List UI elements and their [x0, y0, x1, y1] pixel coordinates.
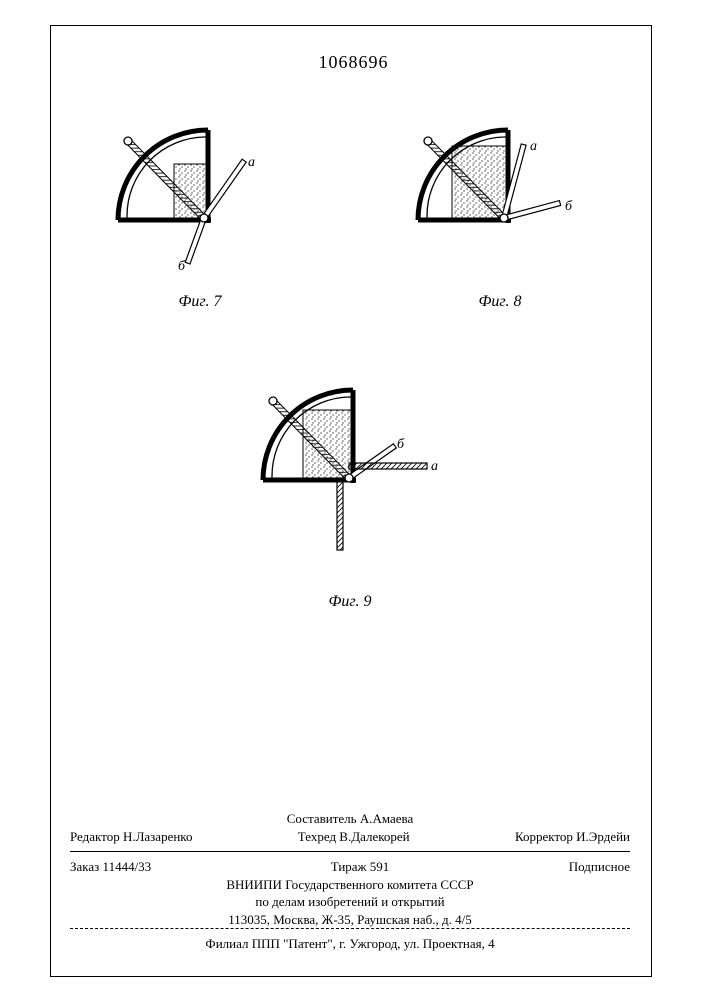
footer-credits-row: Редактор Н.Лазаренко Техред В.Далекорей … — [70, 828, 630, 846]
fig7-label-b: б — [178, 259, 186, 274]
footer-addr: 113035, Москва, Ж-35, Раушская наб., д. … — [70, 911, 630, 929]
footer-org2: по делам изобретений и открытий — [70, 893, 630, 911]
footer-subscribe: Подписное — [569, 858, 630, 876]
figure-8: а б Фиг. 8 — [400, 110, 600, 311]
footer-tirazh: Тираж 591 — [331, 858, 390, 876]
figure-7-svg: а б — [100, 110, 300, 280]
page-number: 1068696 — [0, 52, 707, 73]
fig9-caption: Фиг. 9 — [245, 593, 455, 611]
footer-order-row: Заказ 11444/33 Тираж 591 Подписное — [70, 858, 630, 876]
figure-row-top: а б Фиг. 7 — [100, 110, 600, 311]
footer-corrector: Корректор И.Эрдейи — [515, 828, 630, 846]
fig9-label-a: а — [431, 459, 438, 474]
fig8-caption: Фиг. 8 — [400, 293, 600, 311]
figure-8-svg: а б — [400, 110, 600, 280]
footer-order: Заказ 11444/33 — [70, 858, 151, 876]
fig8-label-a: а — [530, 139, 537, 154]
figure-9-svg: б а — [245, 370, 455, 580]
footer-divider-dashed — [70, 928, 630, 929]
fig7-label-a: а — [248, 155, 255, 170]
figure-9: б а Фиг. 9 — [245, 370, 455, 611]
figure-7: а б Фиг. 7 — [100, 110, 300, 311]
footer-editor: Редактор Н.Лазаренко — [70, 828, 192, 846]
fig9-label-b: б — [397, 437, 405, 452]
fig7-caption: Фиг. 7 — [100, 293, 300, 311]
document-footer: Составитель А.Амаева Редактор Н.Лазаренк… — [70, 810, 630, 953]
fig8-label-b: б — [565, 199, 573, 214]
footer-org1: ВНИИПИ Государственного комитета СССР — [70, 876, 630, 894]
footer-tech: Техред В.Далекорей — [298, 828, 410, 846]
footer-branch: Филиал ППП "Патент", г. Ужгород, ул. Про… — [70, 935, 630, 953]
footer-compiler: Составитель А.Амаева — [70, 810, 630, 828]
footer-divider-1 — [70, 851, 630, 852]
